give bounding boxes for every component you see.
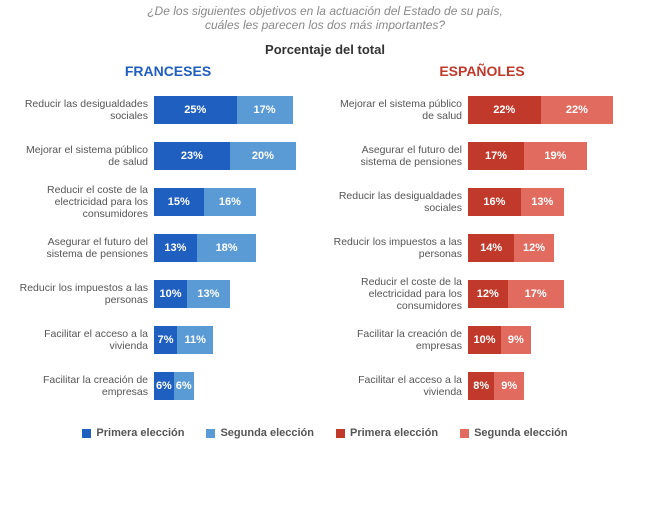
column-espanoles: ESPAÑOLES Mejorar el sistema público de … bbox=[332, 63, 632, 409]
row-label: Facilitar el acceso a la vivienda bbox=[332, 374, 468, 398]
chart-row: Reducir las desigualdades sociales16%13% bbox=[332, 179, 632, 225]
bar-primary: 25% bbox=[154, 96, 237, 124]
bar-primary: 6% bbox=[154, 372, 174, 400]
row-label: Asegurar el futuro del sistema de pensio… bbox=[18, 236, 154, 260]
bar-primary: 22% bbox=[468, 96, 541, 124]
row-label: Reducir las desigualdades sociales bbox=[18, 98, 154, 122]
chart-row: Facilitar el acceso a la vivienda8%9% bbox=[332, 363, 632, 409]
row-label: Reducir las desigualdades sociales bbox=[332, 190, 468, 214]
row-bars: 17%19% bbox=[468, 133, 587, 179]
bar-secondary: 19% bbox=[524, 142, 587, 170]
bar-secondary: 22% bbox=[541, 96, 614, 124]
bar-primary: 15% bbox=[154, 188, 204, 216]
row-bars: 10%9% bbox=[468, 317, 531, 363]
subtitle-l1: ¿De los siguientes objetivos en la actua… bbox=[147, 4, 503, 18]
bar-primary: 16% bbox=[468, 188, 521, 216]
bar-secondary: 12% bbox=[514, 234, 554, 262]
row-bars: 14%12% bbox=[468, 225, 554, 271]
bar-secondary: 13% bbox=[187, 280, 230, 308]
row-label: Reducir el coste de la electricidad para… bbox=[18, 184, 154, 220]
chart-row: Mejorar el sistema público de salud23%20… bbox=[18, 133, 318, 179]
row-bars: 16%13% bbox=[468, 179, 564, 225]
bar-secondary: 20% bbox=[230, 142, 296, 170]
row-label: Facilitar la creación de empresas bbox=[332, 328, 468, 352]
chart-row: Facilitar la creación de empresas10%9% bbox=[332, 317, 632, 363]
bar-primary: 10% bbox=[468, 326, 501, 354]
chart-columns: FRANCESES Reducir las desigualdades soci… bbox=[0, 63, 650, 409]
row-bars: 7%11% bbox=[154, 317, 213, 363]
row-bars: 25%17% bbox=[154, 87, 293, 133]
row-bars: 13%18% bbox=[154, 225, 256, 271]
legend-es-secondary: Segunda elección bbox=[460, 427, 568, 439]
row-bars: 6%6% bbox=[154, 363, 194, 409]
row-bars: 12%17% bbox=[468, 271, 564, 317]
row-label: Asegurar el futuro del sistema de pensio… bbox=[332, 144, 468, 168]
bar-secondary: 9% bbox=[494, 372, 524, 400]
row-label: Facilitar la creación de empresas bbox=[18, 374, 154, 398]
chart-row: Reducir los impuestos a las personas10%1… bbox=[18, 271, 318, 317]
bar-primary: 7% bbox=[154, 326, 177, 354]
bar-primary: 8% bbox=[468, 372, 494, 400]
survey-question: ¿De los siguientes objetivos en la actua… bbox=[0, 0, 650, 32]
legend-es-primary: Primera elección bbox=[336, 427, 438, 439]
bar-primary: 17% bbox=[468, 142, 524, 170]
chart-row: Mejorar el sistema público de salud22%22… bbox=[332, 87, 632, 133]
chart-row: Reducir los impuestos a las personas14%1… bbox=[332, 225, 632, 271]
chart-row: Reducir el coste de la electricidad para… bbox=[332, 271, 632, 317]
bar-secondary: 11% bbox=[177, 326, 213, 354]
row-label: Mejorar el sistema público de salud bbox=[18, 144, 154, 168]
chart-row: Reducir las desigualdades sociales25%17% bbox=[18, 87, 318, 133]
bar-primary: 23% bbox=[154, 142, 230, 170]
row-bars: 22%22% bbox=[468, 87, 613, 133]
bar-secondary: 17% bbox=[508, 280, 564, 308]
bar-secondary: 17% bbox=[237, 96, 293, 124]
bar-secondary: 6% bbox=[174, 372, 194, 400]
row-bars: 23%20% bbox=[154, 133, 296, 179]
chart-row: Facilitar el acceso a la vivienda7%11% bbox=[18, 317, 318, 363]
legend: Primera elección Segunda elección Primer… bbox=[0, 427, 650, 439]
row-label: Reducir los impuestos a las personas bbox=[332, 236, 468, 260]
col-title-fr: FRANCESES bbox=[18, 63, 318, 79]
row-label: Facilitar el acceso a la vivienda bbox=[18, 328, 154, 352]
legend-fr-primary: Primera elección bbox=[82, 427, 184, 439]
chart-row: Asegurar el futuro del sistema de pensio… bbox=[332, 133, 632, 179]
row-bars: 8%9% bbox=[468, 363, 524, 409]
row-bars: 10%13% bbox=[154, 271, 230, 317]
legend-fr-secondary: Segunda elección bbox=[206, 427, 314, 439]
bar-primary: 14% bbox=[468, 234, 514, 262]
bar-primary: 12% bbox=[468, 280, 508, 308]
bar-secondary: 13% bbox=[521, 188, 564, 216]
chart-row: Facilitar la creación de empresas6%6% bbox=[18, 363, 318, 409]
col-title-es: ESPAÑOLES bbox=[332, 63, 632, 79]
total-label: Porcentaje del total bbox=[0, 42, 650, 57]
row-label: Reducir los impuestos a las personas bbox=[18, 282, 154, 306]
row-bars: 15%16% bbox=[154, 179, 256, 225]
bar-secondary: 16% bbox=[204, 188, 257, 216]
row-label: Reducir el coste de la electricidad para… bbox=[332, 276, 468, 312]
bar-primary: 13% bbox=[154, 234, 197, 262]
bar-primary: 10% bbox=[154, 280, 187, 308]
column-franceses: FRANCESES Reducir las desigualdades soci… bbox=[18, 63, 318, 409]
bar-secondary: 18% bbox=[197, 234, 256, 262]
subtitle-l2: cuáles les parecen los dos más important… bbox=[205, 18, 445, 32]
chart-row: Reducir el coste de la electricidad para… bbox=[18, 179, 318, 225]
row-label: Mejorar el sistema público de salud bbox=[332, 98, 468, 122]
bar-secondary: 9% bbox=[501, 326, 531, 354]
chart-row: Asegurar el futuro del sistema de pensio… bbox=[18, 225, 318, 271]
